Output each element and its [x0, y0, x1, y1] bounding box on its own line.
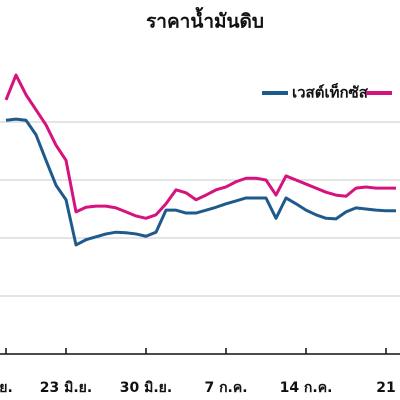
series-line: [4, 73, 396, 220]
chart-title: ราคาน้ำมันดิบ: [146, 7, 264, 33]
x-tick-label: 7 ก.ค.: [204, 380, 247, 396]
x-tick-label: ย.: [0, 380, 13, 396]
x-tick-label: 14 ก.ค.: [280, 380, 333, 396]
x-tick-label: 21: [376, 380, 395, 396]
series-line: [5, 117, 396, 247]
x-tick-label: 23 มิ.ย.: [40, 380, 92, 396]
x-tick-label: 30 มิ.ย.: [120, 380, 172, 396]
legend-label: เวสต์เท็กซัส: [292, 83, 369, 102]
